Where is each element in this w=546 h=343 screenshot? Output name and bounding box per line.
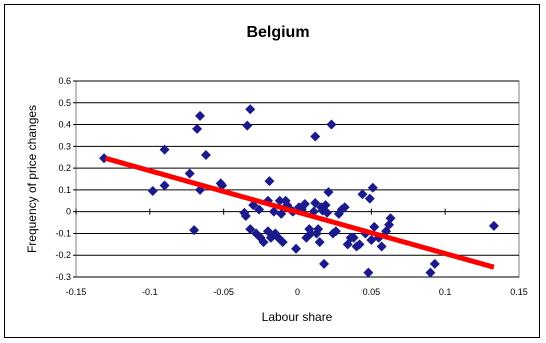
x-tick-label: 0.15 [510,287,528,297]
y-tick-label: -0.3 [55,272,71,282]
y-tick-label: 0.6 [58,76,71,86]
y-axis-ticks: -0.3 -0.2 -0.1 0 0.1 0.2 0.3 0.4 0.5 0.6 [55,76,76,282]
y-tick-label: 0 [66,207,71,217]
x-axis-label: Labour share [262,310,333,324]
scatter-chart: Belgium -0.3-0.2-0.100.10.20.30.40.50.6 … [5,5,541,339]
y-axis-label: Frequency of price changes [25,105,39,253]
y-tick-label: 0.4 [58,120,71,130]
chart-title: Belgium [246,24,309,41]
x-tick-label: -0.15 [66,287,87,297]
x-tick-label: 0.05 [363,287,381,297]
y-tick-label: 0.1 [58,185,71,195]
x-tick-label: -0.05 [213,287,234,297]
x-tick-label: -0.1 [142,287,158,297]
x-tick-label: 0.1 [439,287,452,297]
y-tick-label: 0.3 [58,141,71,151]
y-tick-label: 0.5 [58,98,71,108]
y-tick-label: -0.1 [55,228,71,238]
x-tick-label: 0 [295,287,300,297]
chart-area: Belgium -0.3 -0.2 -0.1 0 0.1 0.2 0.3 0.4 0.5 0.6 … [4,4,540,338]
y-tick-label: 0.2 [58,163,71,173]
y-tick-label: -0.2 [55,250,71,260]
